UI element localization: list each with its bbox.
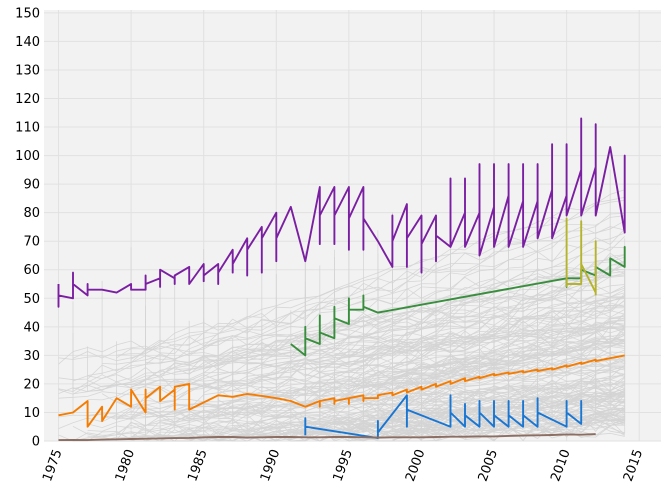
background-line (145, 189, 625, 365)
x-tick-label: 2010 (548, 447, 573, 483)
background-line (189, 337, 625, 418)
background-line (305, 297, 625, 379)
y-tick-label: 80 (23, 206, 40, 221)
y-tick-label: 140 (15, 35, 40, 50)
y-tick-label: 50 (23, 292, 40, 307)
background-line (203, 228, 625, 348)
x-tick-label: 1985 (185, 447, 210, 483)
y-tick-label: 150 (15, 6, 40, 21)
y-tick-label: 0 (32, 435, 40, 450)
y-tick-label: 10 (23, 406, 40, 421)
background-line (203, 225, 625, 374)
background-line (363, 281, 625, 382)
background-line (261, 314, 626, 400)
background-line (72, 326, 625, 391)
background-line (406, 388, 625, 407)
series-line-1 (57, 117, 626, 308)
background-line (58, 215, 625, 381)
background-line (145, 313, 625, 424)
background-lines (58, 169, 626, 442)
background-line (101, 357, 625, 442)
background-line (406, 259, 625, 366)
x-tick-label: 2015 (621, 447, 646, 483)
background-line (392, 327, 625, 390)
y-tick-label: 100 (15, 149, 40, 164)
background-line (58, 246, 625, 395)
background-line (377, 378, 625, 408)
y-tick-label: 120 (15, 92, 40, 107)
background-line (174, 245, 625, 386)
y-tick-label: 70 (23, 235, 40, 250)
background-line (131, 333, 625, 419)
y-tick-label: 40 (23, 320, 40, 335)
background-line (174, 331, 625, 414)
y-axis-tick-labels: 0 10 20 30 40 50 60 70 80 90 100 110 120 130 140 150 (15, 6, 40, 449)
x-tick-label: 1975 (40, 447, 65, 483)
background-line (116, 338, 625, 440)
background-line (377, 370, 625, 421)
x-tick-label: 2005 (476, 447, 501, 483)
y-tick-label: 30 (23, 349, 40, 364)
background-line (58, 343, 625, 429)
series-line-5 (304, 394, 583, 440)
y-tick-label: 90 (23, 178, 40, 193)
background-line (406, 355, 625, 424)
background-line (363, 252, 625, 359)
x-tick-label: 1995 (331, 447, 356, 483)
background-line (116, 312, 625, 407)
y-tick-label: 130 (15, 63, 40, 78)
background-line (319, 285, 625, 360)
series-line-6 (58, 433, 596, 442)
x-tick-label: 2000 (403, 447, 428, 483)
background-line (116, 317, 625, 442)
x-tick-label: 1980 (113, 447, 138, 483)
y-tick-label: 20 (23, 377, 40, 392)
y-tick-label: 110 (15, 121, 40, 136)
background-line (319, 233, 626, 358)
background-line (58, 216, 625, 365)
highlighted-series (57, 117, 626, 442)
background-line (305, 353, 625, 442)
background-line (116, 226, 625, 359)
series-line-3 (565, 217, 597, 296)
series-line-4 (58, 354, 625, 428)
background-line (116, 382, 625, 434)
plot-background (44, 10, 661, 441)
series-line-2 (290, 245, 626, 357)
background-line (160, 310, 625, 421)
background-line (377, 344, 625, 389)
background-line (87, 244, 626, 388)
background-line (276, 335, 625, 420)
x-axis-tick-labels: 1975 1980 1985 1990 1995 2000 2005 2010 2015 (40, 447, 646, 483)
y-tick-label: 60 (23, 263, 40, 278)
background-line (232, 302, 625, 391)
background-line (203, 313, 625, 393)
x-tick-label: 1990 (258, 447, 283, 483)
